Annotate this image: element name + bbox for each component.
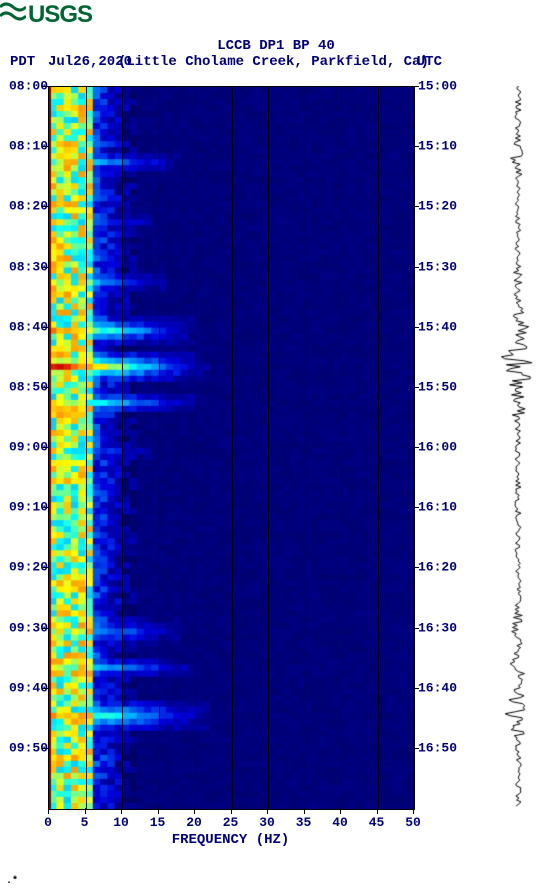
x-tick-label: 40 xyxy=(332,815,348,830)
footer-mark: .* xyxy=(6,876,18,887)
y-tick-label-left: 08:20 xyxy=(4,199,48,214)
y-tick-label-left: 09:30 xyxy=(4,620,48,635)
station-subtitle: (Little Cholame Creek, Parkfield, Ca) xyxy=(118,54,429,70)
x-tick-label: 35 xyxy=(296,815,312,830)
tz-left-label: PDT xyxy=(10,54,35,70)
y-tick-label-right: 15:50 xyxy=(418,379,462,394)
y-tick-label-left: 09:00 xyxy=(4,440,48,455)
seismogram-canvas xyxy=(493,86,543,808)
x-axis-title: FREQUENCY (HZ) xyxy=(48,832,413,848)
gridline-v xyxy=(86,87,87,809)
x-tick xyxy=(158,808,159,814)
y-tick-label-left: 08:40 xyxy=(4,319,48,334)
gridline-v xyxy=(195,87,196,809)
y-tick-label-right: 16:00 xyxy=(418,440,462,455)
seismogram-track xyxy=(493,86,543,808)
x-tick-label: 30 xyxy=(259,815,275,830)
gridline-v xyxy=(378,87,379,809)
spectrogram-plot xyxy=(48,86,415,810)
x-tick-label: 10 xyxy=(113,815,129,830)
y-tick-label-left: 08:00 xyxy=(4,79,48,94)
x-tick-label: 50 xyxy=(405,815,421,830)
y-tick-label-left: 09:50 xyxy=(4,740,48,755)
x-tick-label: 20 xyxy=(186,815,202,830)
y-tick-label-right: 16:40 xyxy=(418,680,462,695)
tz-right-label: UTC xyxy=(417,54,442,70)
x-tick-label: 15 xyxy=(150,815,166,830)
logo-text: USGS xyxy=(28,1,92,29)
gridline-v xyxy=(341,87,342,809)
page: USGS LCCB DP1 BP 40 PDT Jul26,2020 (Litt… xyxy=(0,0,552,893)
x-tick-label: 45 xyxy=(369,815,385,830)
x-tick xyxy=(231,808,232,814)
logo-waves-icon xyxy=(0,1,26,30)
x-tick xyxy=(413,808,414,814)
y-tick-label-right: 16:10 xyxy=(418,500,462,515)
chart-title: LCCB DP1 BP 40 xyxy=(0,38,552,54)
gridline-v xyxy=(159,87,160,809)
gridline-v xyxy=(122,87,123,809)
x-tick-label: 25 xyxy=(223,815,239,830)
x-tick xyxy=(304,808,305,814)
x-tick xyxy=(48,808,49,814)
x-tick xyxy=(85,808,86,814)
gridline-v xyxy=(232,87,233,809)
gridline-v xyxy=(305,87,306,809)
y-tick-label-right: 15:00 xyxy=(418,79,462,94)
x-tick xyxy=(194,808,195,814)
x-tick xyxy=(121,808,122,814)
y-tick-label-left: 08:10 xyxy=(4,139,48,154)
y-tick-label-right: 15:10 xyxy=(418,139,462,154)
x-tick xyxy=(267,808,268,814)
x-tick xyxy=(340,808,341,814)
y-tick-label-left: 09:10 xyxy=(4,500,48,515)
y-tick-label-right: 16:30 xyxy=(418,620,462,635)
x-tick-label: 0 xyxy=(44,815,52,830)
y-tick-label-left: 09:20 xyxy=(4,560,48,575)
gridline-v xyxy=(268,87,269,809)
y-tick-label-left: 08:30 xyxy=(4,259,48,274)
x-tick xyxy=(377,808,378,814)
y-tick-label-right: 15:20 xyxy=(418,199,462,214)
y-tick-label-right: 15:30 xyxy=(418,259,462,274)
usgs-logo: USGS xyxy=(0,0,92,30)
y-tick-label-right: 16:50 xyxy=(418,740,462,755)
y-tick-label-right: 15:40 xyxy=(418,319,462,334)
x-tick-label: 5 xyxy=(81,815,89,830)
y-tick-label-right: 16:20 xyxy=(418,560,462,575)
y-tick-label-left: 09:40 xyxy=(4,680,48,695)
y-tick-label-left: 08:50 xyxy=(4,379,48,394)
